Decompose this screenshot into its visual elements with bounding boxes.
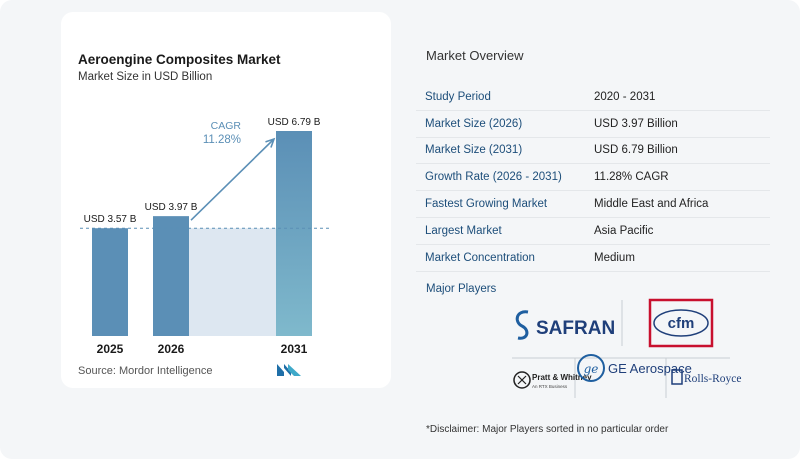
overview-row: Growth Rate (2026 - 2031) 11.28% CAGR bbox=[416, 164, 770, 192]
overview-row: Market Size (2026) USD 3.97 Billion bbox=[416, 111, 770, 138]
rolls-royce-logo: Rolls-Royce bbox=[671, 369, 742, 385]
ge-aerospace-logo: ge GE Aerospace bbox=[577, 354, 692, 382]
disclaimer: *Disclaimer: Major Players sorted in no … bbox=[426, 424, 669, 435]
bar-2025 bbox=[92, 228, 128, 336]
overview-value: 2020 - 2031 bbox=[594, 90, 656, 103]
chart-title: Aeroengine Composites Market bbox=[78, 52, 281, 67]
overview-title: Market Overview bbox=[426, 48, 524, 63]
x-tick-label-2026: 2026 bbox=[158, 342, 185, 356]
mordor-intelligence-logo bbox=[277, 364, 301, 376]
overview-value: USD 6.79 Billion bbox=[594, 144, 678, 157]
overview-value: USD 3.97 Billion bbox=[594, 117, 678, 130]
overview-table: Study Period 2020 - 2031 Market Size (20… bbox=[416, 84, 770, 272]
cagr-arrow-line bbox=[190, 138, 275, 221]
overview-value: Asia Pacific bbox=[594, 224, 654, 237]
overview-label: Market Size (2031) bbox=[425, 144, 523, 157]
cfm-logo: cfm bbox=[648, 298, 714, 348]
overview-label: Market Concentration bbox=[425, 251, 535, 264]
overview-row: Largest Market Asia Pacific bbox=[416, 218, 770, 245]
overview-row: Fastest Growing Market Middle East and A… bbox=[416, 191, 770, 218]
cagr-arrow-head-icon bbox=[265, 137, 276, 148]
overview-row: Study Period 2020 - 2031 bbox=[416, 84, 770, 111]
source-label: Source: Mordor Intelligence bbox=[78, 365, 213, 377]
data-label-2031: USD 6.79 B bbox=[268, 117, 321, 128]
overview-value: Medium bbox=[594, 251, 635, 264]
growth-shade-area bbox=[189, 228, 276, 336]
major-players-logos: SAFRAN cfm Pratt & Whitney An RTX Busine… bbox=[512, 298, 742, 398]
overview-label: Largest Market bbox=[425, 224, 502, 237]
safran-logo: SAFRAN bbox=[515, 310, 615, 340]
ge-aerospace-logo-text: GE Aerospace bbox=[608, 361, 692, 376]
overview-row: Market Concentration Medium bbox=[416, 245, 770, 272]
overview-label: Study Period bbox=[425, 90, 491, 103]
overview-label: Growth Rate (2026 - 2031) bbox=[425, 171, 562, 184]
cagr-label: CAGR bbox=[211, 120, 242, 132]
pratt-whitney-logo-subtext: An RTX Business bbox=[532, 384, 568, 389]
cagr-value: 11.28% bbox=[203, 134, 241, 146]
overview-label: Fastest Growing Market bbox=[425, 198, 548, 211]
pratt-whitney-logo: Pratt & Whitney An RTX Business bbox=[513, 371, 592, 389]
data-label-2026: USD 3.97 B bbox=[145, 202, 198, 213]
cfm-logo-text: cfm bbox=[668, 315, 695, 332]
major-players-title: Major Players bbox=[426, 283, 497, 295]
rolls-royce-logo-text: Rolls-Royce bbox=[684, 373, 742, 385]
x-tick-label-2025: 2025 bbox=[97, 342, 124, 356]
overview-label: Market Size (2026) bbox=[425, 117, 523, 130]
ge-monogram-icon: ge bbox=[584, 362, 599, 376]
bar-2031 bbox=[276, 131, 312, 336]
x-tick-label-2031: 2031 bbox=[281, 342, 308, 356]
safran-logo-text: SAFRAN bbox=[536, 318, 615, 339]
chart-subtitle: Market Size in USD Billion bbox=[78, 71, 213, 83]
data-label-2025: USD 3.57 B bbox=[84, 214, 137, 225]
overview-value: Middle East and Africa bbox=[594, 198, 709, 211]
overview-value: 11.28% CAGR bbox=[594, 171, 669, 184]
bar-2026 bbox=[153, 216, 189, 336]
pratt-whitney-logo-text: Pratt & Whitney bbox=[532, 373, 592, 382]
overview-row: Market Size (2031) USD 6.79 Billion bbox=[416, 138, 770, 165]
